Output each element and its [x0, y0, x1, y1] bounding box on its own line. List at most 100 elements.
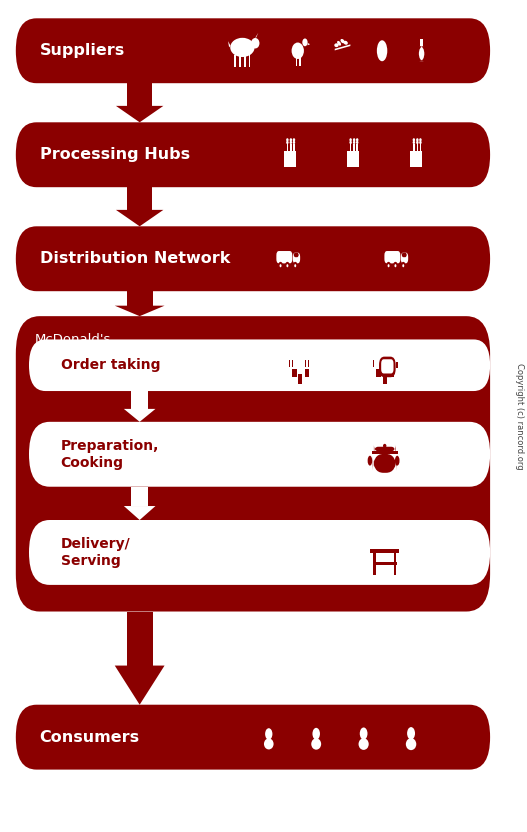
Ellipse shape [286, 141, 289, 144]
Ellipse shape [416, 138, 418, 141]
Polygon shape [347, 151, 359, 152]
FancyBboxPatch shape [379, 357, 396, 377]
Bar [234, 56, 236, 67]
Text: Delivery/
Serving: Delivery/ Serving [61, 537, 130, 567]
FancyBboxPatch shape [293, 253, 300, 264]
Bar [413, 144, 415, 151]
Bar [372, 451, 398, 454]
Polygon shape [131, 391, 148, 409]
Text: Suppliers: Suppliers [40, 43, 125, 58]
Bar [353, 144, 355, 151]
Ellipse shape [358, 738, 369, 750]
Bar [373, 553, 376, 575]
Circle shape [285, 262, 290, 270]
Ellipse shape [286, 138, 289, 141]
Bar [419, 144, 421, 151]
FancyBboxPatch shape [419, 46, 424, 62]
Bar [370, 549, 399, 553]
FancyBboxPatch shape [16, 18, 490, 83]
FancyBboxPatch shape [16, 226, 490, 291]
Bar [362, 736, 365, 740]
Ellipse shape [413, 138, 415, 141]
Ellipse shape [337, 41, 341, 46]
Ellipse shape [368, 456, 372, 466]
Polygon shape [116, 106, 163, 122]
FancyBboxPatch shape [16, 705, 490, 770]
Ellipse shape [406, 738, 416, 750]
Ellipse shape [383, 443, 386, 448]
Text: Processing Hubs: Processing Hubs [40, 147, 190, 162]
Ellipse shape [349, 141, 352, 144]
Polygon shape [128, 83, 152, 106]
FancyBboxPatch shape [373, 454, 397, 473]
Text: Order taking: Order taking [61, 359, 160, 372]
FancyBboxPatch shape [381, 359, 394, 374]
Polygon shape [288, 360, 313, 367]
Circle shape [386, 262, 391, 270]
Polygon shape [115, 305, 164, 316]
Ellipse shape [340, 39, 345, 43]
Ellipse shape [311, 738, 321, 750]
Ellipse shape [395, 456, 399, 466]
Bar [267, 736, 270, 740]
Bar [376, 369, 381, 377]
Bar [409, 736, 413, 740]
FancyBboxPatch shape [29, 422, 490, 487]
Bar [239, 56, 241, 67]
Ellipse shape [251, 38, 259, 48]
Ellipse shape [264, 739, 274, 750]
Bar [373, 562, 397, 565]
Bar [298, 374, 302, 384]
Polygon shape [255, 32, 258, 37]
FancyBboxPatch shape [16, 122, 490, 187]
Bar [416, 144, 418, 151]
FancyBboxPatch shape [402, 253, 407, 257]
Polygon shape [124, 506, 155, 520]
Bar [290, 144, 292, 151]
Circle shape [293, 262, 298, 270]
Ellipse shape [334, 43, 339, 47]
Bar [289, 367, 311, 384]
Ellipse shape [413, 141, 415, 144]
Circle shape [313, 728, 320, 740]
Polygon shape [308, 43, 310, 46]
Bar [374, 367, 396, 384]
Circle shape [286, 265, 288, 267]
Ellipse shape [419, 141, 422, 144]
Polygon shape [128, 187, 152, 210]
Polygon shape [335, 44, 350, 51]
FancyBboxPatch shape [374, 444, 396, 453]
Polygon shape [115, 666, 164, 705]
Bar [396, 362, 398, 369]
Ellipse shape [292, 138, 295, 141]
Bar [410, 152, 423, 167]
FancyBboxPatch shape [29, 520, 490, 585]
Ellipse shape [291, 42, 304, 59]
Bar [420, 39, 423, 42]
FancyBboxPatch shape [29, 339, 490, 391]
Ellipse shape [353, 138, 355, 141]
Circle shape [279, 265, 281, 267]
Circle shape [294, 265, 296, 267]
Bar [292, 369, 297, 377]
Circle shape [387, 265, 389, 267]
Polygon shape [372, 360, 397, 367]
FancyBboxPatch shape [294, 253, 299, 257]
Ellipse shape [292, 45, 301, 54]
Bar [249, 56, 250, 67]
Bar [356, 144, 358, 151]
FancyBboxPatch shape [16, 316, 490, 612]
Ellipse shape [290, 138, 292, 141]
Text: Copyright (c) rancord.org: Copyright (c) rancord.org [514, 363, 524, 469]
Ellipse shape [349, 138, 352, 141]
Bar [296, 57, 297, 66]
Circle shape [360, 727, 367, 740]
Ellipse shape [419, 138, 422, 141]
Ellipse shape [416, 141, 418, 144]
Ellipse shape [353, 141, 355, 144]
Polygon shape [131, 487, 148, 506]
Text: McDonald's
Restaurants: McDonald's Restaurants [34, 333, 114, 364]
Ellipse shape [302, 38, 308, 47]
Bar [383, 374, 387, 384]
Ellipse shape [356, 141, 358, 144]
